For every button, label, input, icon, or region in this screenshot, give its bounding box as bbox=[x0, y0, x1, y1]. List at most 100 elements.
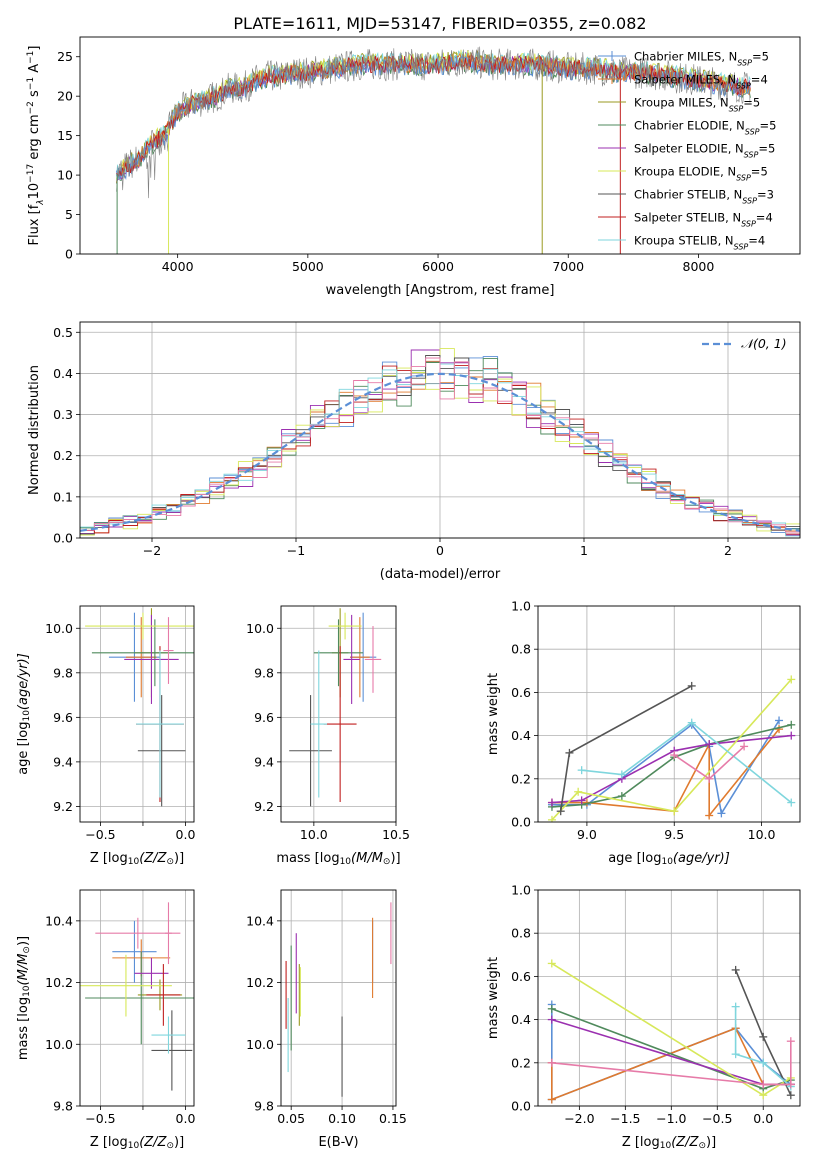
y-tick-label: 9.6 bbox=[254, 710, 274, 725]
x-tick-label: 7000 bbox=[552, 259, 584, 274]
x-tick-label: 0.10 bbox=[328, 1111, 356, 1126]
y-tick-label: 10.4 bbox=[246, 913, 274, 928]
x-label-rest: (Z/Z bbox=[139, 851, 167, 866]
axes-frame bbox=[537, 889, 801, 1107]
y-tick-label: 0.4 bbox=[53, 366, 73, 381]
y-tick-label: 10.2 bbox=[246, 975, 274, 990]
legend-item: Kroupa STELIB, NSSP=4 bbox=[598, 234, 765, 251]
ticks: −2.0 −1.5 −1.0 −0.5 0.0 0.0 0.2 0.4 0.6 0.8 1.0 bbox=[511, 883, 773, 1127]
legend-item: Chabrier ELODIE, NSSP=5 bbox=[598, 119, 776, 136]
mass-weight-vs-age-panel: 9.0 9.5 10.0 0.0 0.2 0.4 0.6 0.8 1.0 age [log10(a… bbox=[486, 599, 801, 867]
plus-marker bbox=[786, 1091, 795, 1100]
y-tick-label: 10.0 bbox=[246, 621, 274, 636]
error-bar-point bbox=[310, 650, 327, 798]
plus-marker bbox=[759, 1058, 768, 1067]
plus-marker bbox=[556, 807, 565, 816]
x-label-sub: 10 bbox=[661, 857, 673, 867]
y-axis-label: mass weight bbox=[486, 673, 501, 755]
y-tick-label: 0.8 bbox=[511, 642, 531, 657]
legend-name: Chabrier STELIB bbox=[634, 188, 726, 202]
legend-label: Salpeter STELIB, NSSP=4 bbox=[634, 211, 773, 229]
x-axis-label: E(B-V) bbox=[318, 1135, 358, 1150]
legend-ssp-sub: SSP bbox=[745, 127, 760, 136]
x-axis-label: (data-model)/error bbox=[380, 567, 501, 582]
x-label-end: )] bbox=[390, 851, 400, 866]
legend-nssp: 4 bbox=[758, 234, 765, 248]
x-tick-label: −0.5 bbox=[85, 1111, 115, 1126]
legend-name: Chabrier MILES bbox=[634, 50, 721, 64]
legend-equals: = bbox=[752, 50, 762, 64]
x-tick-label: −1.0 bbox=[656, 1111, 686, 1126]
y-label-part: s bbox=[27, 90, 42, 101]
error-bar-point bbox=[85, 612, 194, 640]
x-label-main: mass [log bbox=[276, 851, 339, 866]
x-label-sun-symbol: ⊙ bbox=[166, 1141, 174, 1151]
error-bar-point bbox=[364, 626, 382, 693]
y-label-sub: 10 bbox=[22, 710, 32, 722]
y-tick-label: 0 bbox=[65, 247, 73, 262]
mass-weight-series bbox=[552, 720, 780, 816]
plot-area bbox=[85, 608, 194, 807]
x-label-main: wavelength [Angstrom, rest frame] bbox=[326, 283, 555, 298]
legend-nssp: 4 bbox=[760, 73, 767, 87]
plus-marker bbox=[787, 798, 796, 807]
x-axis-label: Z [log10(Z/Z⊙)] bbox=[90, 851, 184, 867]
x-tick-label: −1 bbox=[287, 543, 305, 558]
y-tick-label: 10.0 bbox=[45, 1037, 73, 1052]
ticks: −0.5 0.0 9.2 9.4 9.6 9.8 10.0 bbox=[45, 621, 195, 842]
y-tick-label: 0.2 bbox=[511, 771, 531, 786]
y-tick-label: 0.6 bbox=[511, 969, 531, 984]
ticks: 4000 5000 6000 7000 8000 0 5 10 15 20 25 bbox=[57, 49, 714, 274]
x-tick-label: −0.5 bbox=[85, 827, 115, 842]
error-bar-point bbox=[289, 695, 332, 807]
y-label-part: −2 bbox=[26, 101, 36, 114]
plot-area bbox=[547, 959, 795, 1104]
legend-name: Kroupa STELIB bbox=[634, 234, 718, 248]
mass-weight-series bbox=[551, 678, 792, 821]
legend-item: Salpeter STELIB, NSSP=4 bbox=[598, 211, 773, 229]
plus-marker bbox=[717, 809, 726, 818]
error-bar-point bbox=[112, 920, 157, 983]
plus-marker bbox=[617, 792, 626, 801]
legend-equals: = bbox=[748, 234, 758, 248]
y-label-rest: (age/yr)] bbox=[16, 653, 31, 710]
axes-frame bbox=[79, 889, 195, 1107]
error-bar-point bbox=[165, 902, 172, 965]
y-tick-label: 10 bbox=[57, 168, 73, 183]
y-tick-label: 9.8 bbox=[53, 665, 73, 680]
legend-ssp-sub: SSP bbox=[734, 242, 749, 251]
observed-spectrum-line bbox=[116, 46, 751, 199]
plot-area bbox=[285, 902, 392, 1097]
y-label-part: −1 bbox=[26, 77, 36, 90]
legend-equals: = bbox=[743, 96, 753, 110]
y-tick-label: 5 bbox=[65, 207, 73, 222]
legend-ssp-sub: SSP bbox=[736, 81, 751, 90]
y-tick-label: 20 bbox=[57, 89, 73, 104]
plus-marker bbox=[547, 1095, 556, 1104]
x-tick-label: 0.0 bbox=[176, 1111, 196, 1126]
legend-item: Salpeter MILES, NSSP=4 bbox=[598, 73, 768, 90]
y-tick-label: 9.6 bbox=[53, 710, 73, 725]
error-bar-point bbox=[163, 617, 174, 684]
axes-frame bbox=[280, 889, 397, 1107]
legend-label: Kroupa MILES, NSSP=5 bbox=[634, 96, 760, 114]
x-label-end: )] bbox=[174, 1135, 184, 1150]
legend: 𝒩(0, 1) bbox=[702, 336, 787, 351]
x-axis-label: wavelength [Angstrom, rest frame] bbox=[326, 283, 555, 298]
axes-frame bbox=[537, 605, 801, 823]
legend-name: Salpeter ELODIE bbox=[634, 142, 728, 156]
x-tick-label: 0.0 bbox=[176, 827, 196, 842]
error-bar-point bbox=[91, 619, 194, 687]
x-label-sun-symbol: ⊙ bbox=[698, 1141, 706, 1151]
x-tick-label: −1.5 bbox=[610, 1111, 640, 1126]
error-bar-point bbox=[328, 612, 362, 640]
plus-marker bbox=[775, 716, 784, 725]
ticks: −2 −1 0 1 2 0.0 0.1 0.2 0.3 0.4 0.5 bbox=[53, 325, 732, 558]
y-tick-label: 0.8 bbox=[511, 926, 531, 941]
plot-area bbox=[116, 46, 751, 254]
legend-equals: = bbox=[751, 73, 761, 87]
y-tick-label: 9.2 bbox=[254, 799, 274, 814]
legend-n: , N bbox=[721, 50, 737, 64]
age-vs-mass-panel: 10.0 10.5 9.2 9.4 9.6 9.8 10.0 mass [log10(M/M⊙… bbox=[246, 605, 410, 867]
x-tick-label: −2.0 bbox=[564, 1111, 594, 1126]
